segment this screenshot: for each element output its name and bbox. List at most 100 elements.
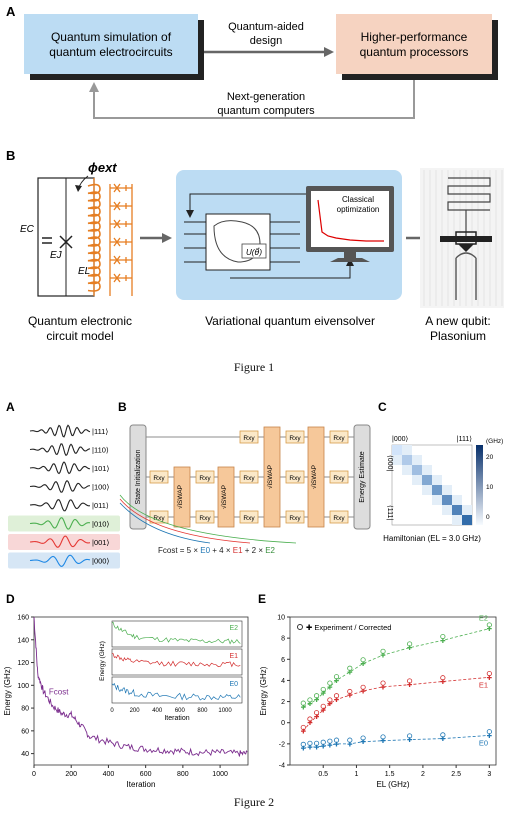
rxy-gate: Rxy	[153, 475, 165, 482]
fig2-panel-d-label: D	[6, 592, 15, 606]
data-point-experiment	[380, 680, 386, 686]
data-point-corrected: ✚	[407, 736, 413, 744]
inset-series-line	[111, 682, 241, 701]
data-point-corrected: ✚	[301, 703, 307, 711]
rxy-gate: Rxy	[243, 515, 255, 522]
data-point-experiment	[327, 680, 333, 686]
data-point-corrected: ✚	[301, 728, 307, 736]
inset-series-label: E1	[229, 653, 238, 660]
data-point-corrected: ✚	[407, 681, 413, 689]
rxy-gate: Rxy	[333, 475, 345, 482]
inset-series-label: E2	[229, 625, 238, 632]
quantum-processors-box	[336, 14, 492, 74]
figure2: A |111⟩ |110⟩ |101⟩ |100⟩ |011⟩ |010⟩ |001⟩ |00…	[3, 400, 503, 789]
state-init-label: State Initialization	[135, 449, 142, 504]
data-point-experiment	[347, 688, 353, 695]
rxy-gate: Rxy	[243, 475, 255, 482]
side-label-111: ⟨111|	[386, 505, 394, 520]
data-point-experiment	[320, 703, 326, 709]
data-point-corrected: ✚	[314, 713, 320, 721]
data-point-experiment	[347, 737, 353, 743]
state-label: |100⟩	[92, 483, 109, 492]
data-point-corrected: ✚	[380, 652, 386, 660]
data-point-experiment	[440, 633, 446, 640]
data-point-corrected: ✚	[334, 696, 340, 704]
series-label: E1	[479, 680, 488, 689]
rxy-gate: Rxy	[289, 515, 301, 522]
colorbar-tick: 10	[486, 484, 494, 491]
data-point-experiment	[307, 697, 313, 703]
data-point-corrected: ✚	[380, 737, 386, 745]
energy-estimate-label: Energy Estimate	[359, 451, 366, 502]
data-point-corrected: ✚	[380, 683, 386, 691]
matrix-cell	[412, 465, 422, 475]
iswap-gate: √iSWAP	[176, 485, 184, 509]
series-label: E0	[479, 738, 488, 747]
fig2-panel-a-label: A	[6, 400, 15, 414]
unitary-label: U(θ⃗)	[246, 247, 262, 257]
series-label: E2	[479, 614, 488, 623]
fig1-panel-a-label: A	[6, 4, 16, 19]
x-tick-label: 1.5	[385, 771, 395, 778]
x-axis-label: EL (GHz)	[376, 780, 409, 789]
y-axis-label: Energy (GHz)	[3, 666, 12, 715]
data-point-experiment	[307, 716, 313, 722]
data-point-experiment	[486, 729, 492, 735]
data-point-corrected: ✚	[440, 735, 446, 743]
el-label: EL	[78, 266, 90, 277]
inset-x-tick: 1000	[218, 708, 232, 714]
data-point-experiment	[320, 686, 326, 693]
data-point-corrected: ✚	[301, 745, 307, 753]
data-point-experiment	[347, 665, 353, 671]
state-wavefunctions: |111⟩ |110⟩ |101⟩ |100⟩ |011⟩ |010⟩ |001⟩ |000⟩	[8, 424, 120, 569]
label-000: |000⟩	[392, 435, 408, 443]
data-point-experiment	[360, 657, 366, 663]
quantum-processors-text-2: quantum processors	[360, 45, 469, 59]
rxy-gate: Rxy	[153, 515, 165, 522]
y-tick-label: 120	[17, 660, 29, 667]
vqe-caption: Variational quantum eivensolver	[205, 314, 375, 328]
data-point-corrected: ✚	[307, 744, 313, 752]
inset-x-tick: 600	[175, 708, 186, 714]
matrix-cell	[402, 455, 412, 465]
state-label: |010⟩	[92, 520, 109, 529]
data-point-corrected: ✚	[334, 740, 340, 748]
x-tick-label: 2.5	[451, 771, 461, 778]
fit-line	[303, 735, 490, 749]
data-point-corrected: ✚	[307, 719, 313, 727]
data-point-experiment	[320, 739, 326, 745]
matrix-cell	[442, 495, 452, 505]
hamiltonian-title: Hamiltonian (EL = 3.0 GHz)	[383, 534, 481, 543]
x-tick-label: 1	[354, 771, 358, 778]
data-point-experiment	[300, 741, 306, 747]
x-tick-label: 2	[421, 771, 425, 778]
fit-line	[303, 628, 490, 708]
data-point-corrected: ✚	[440, 678, 446, 686]
y-tick-label: 0	[281, 720, 285, 727]
data-point-corrected: ✚	[360, 688, 366, 696]
y-tick-label: 100	[17, 683, 29, 690]
inset-series-line	[111, 621, 241, 645]
rxy-gate: Rxy	[333, 435, 345, 442]
matrix-cell	[452, 505, 462, 515]
rxy-gate: Rxy	[199, 515, 211, 522]
y-tick-label: 60	[21, 728, 29, 735]
rxy-gate: Rxy	[289, 435, 301, 442]
data-point-corrected: ✚	[360, 660, 366, 668]
quantum-simulation-text-2: quantum electrocircuits	[49, 45, 172, 59]
cost-function: Fcost = 5 × E0 + 4 × E1 + 2 × E2	[158, 546, 276, 555]
quantum-circuit: State Initialization Energy Estimate Rxy Rx…	[119, 424, 371, 555]
qubit-caption-2: Plasonium	[430, 329, 486, 343]
data-point-experiment	[440, 675, 446, 681]
matrix-cell	[392, 445, 402, 455]
next-gen-text: Next-generation	[227, 91, 305, 103]
data-point-experiment	[300, 700, 306, 706]
ec-label: EC	[20, 224, 35, 235]
x-tick-label: 1000	[212, 771, 228, 778]
data-point-experiment	[333, 693, 340, 699]
matrix-cell	[462, 515, 472, 525]
data-point-corrected: ✚	[327, 683, 333, 691]
state-label: |000⟩	[92, 557, 109, 566]
monitor: Classical optimization	[306, 186, 394, 262]
inset-x-tick: 400	[152, 708, 163, 714]
